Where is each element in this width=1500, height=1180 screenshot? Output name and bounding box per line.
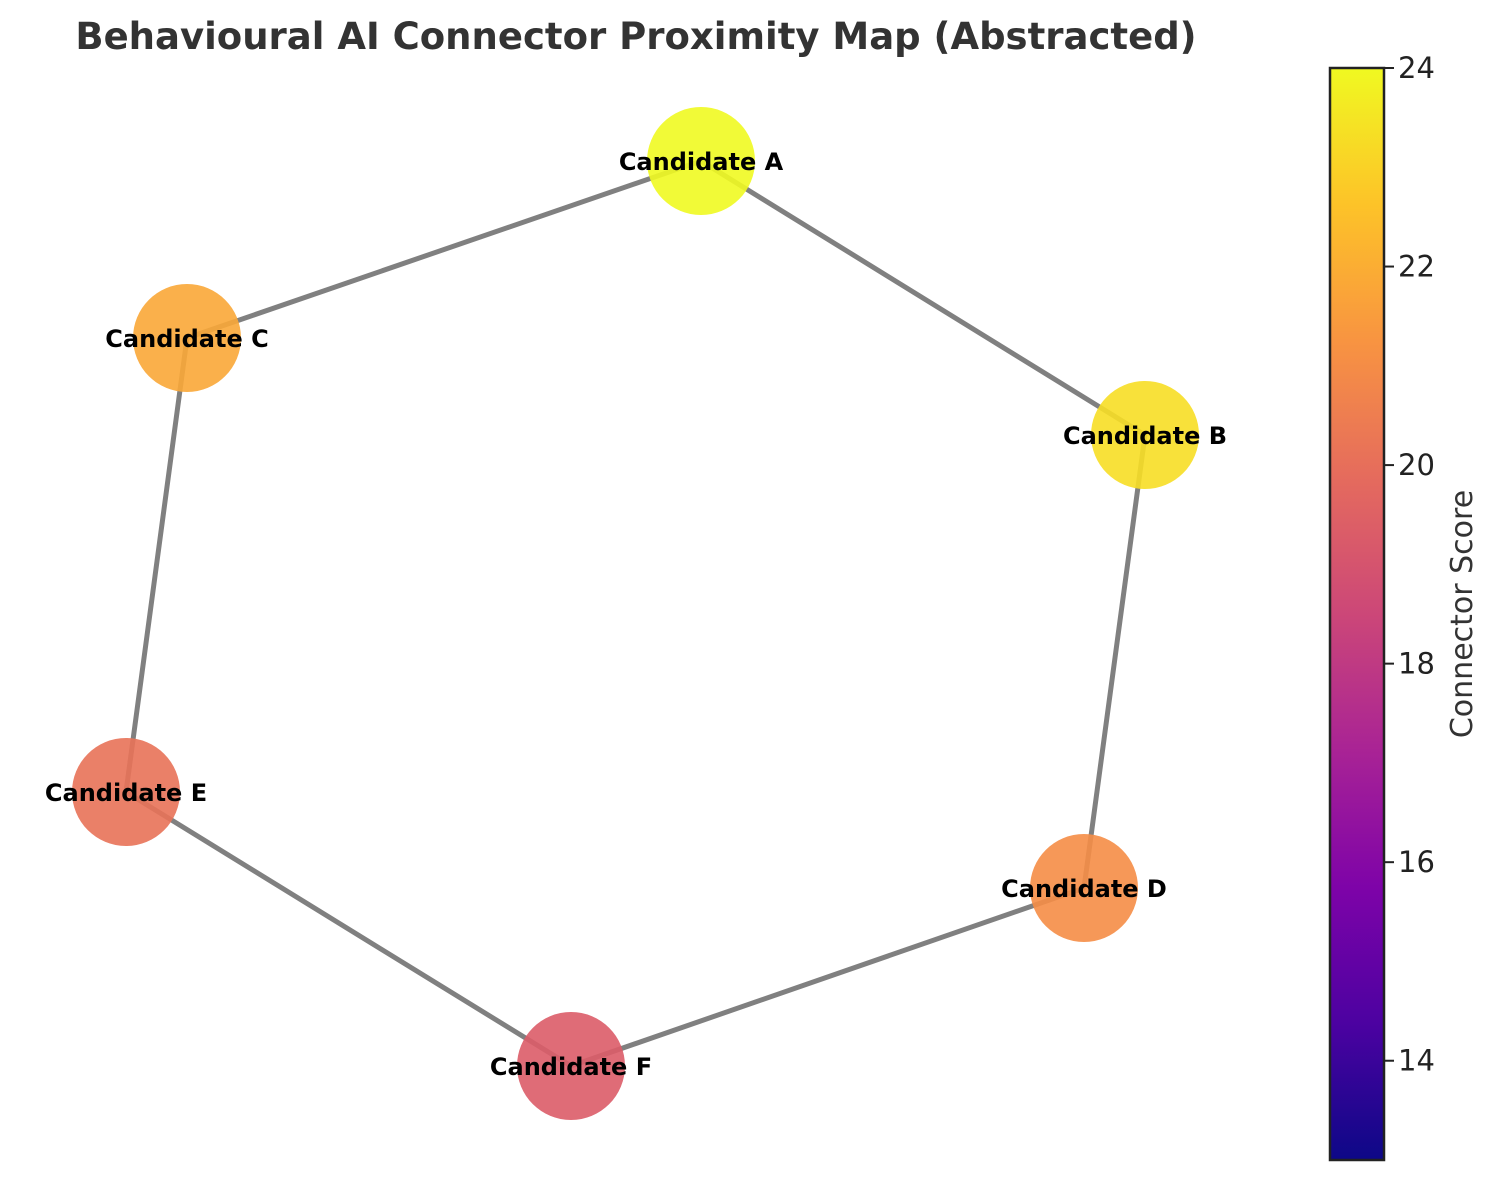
nodes-layer: Candidate A Candidate B Candidate C Candida… [45,107,1227,1120]
node-candidate-c: Candidate C [105,284,269,392]
node-candidate-e: Candidate E [45,738,207,846]
colorbar-tick-label: 22 [1398,250,1435,284]
edge-b-d [1081,432,1148,891]
colorbar-label: Connector Score [1445,490,1480,738]
edge-d-f [568,885,1087,1069]
colorbar: 14 16 18 20 22 24 Connector Score [1328,51,1480,1162]
node-circle [1091,381,1199,489]
edge-f-e [123,789,574,1069]
node-label: Candidate C [105,325,268,353]
node-circle [133,284,241,392]
colorbar-tick-label: 16 [1398,845,1435,879]
colorbar-tick-label: 18 [1398,647,1435,681]
node-label: Candidate E [45,779,207,807]
node-circle [647,107,755,215]
node-candidate-f: Candidate F [490,1012,652,1120]
node-circle [517,1012,625,1120]
node-circle [72,738,180,846]
edge-a-b [698,158,1148,438]
node-candidate-a: Candidate A [619,107,784,215]
colorbar-frame [1328,66,1386,1162]
chart-title: Behavioural AI Connector Proximity Map (… [75,15,1196,58]
node-circle [1030,834,1138,942]
node-label: Candidate D [1001,875,1167,903]
colorbar-tick-label: 20 [1398,448,1435,482]
edge-c-a [184,158,704,341]
colorbar-tick-label: 14 [1398,1044,1435,1078]
node-label: Candidate F [490,1053,652,1081]
node-candidate-d: Candidate D [1001,834,1167,942]
node-candidate-b: Candidate B [1063,381,1227,489]
node-label: Candidate A [619,148,784,176]
colorbar-tick-label: 24 [1398,51,1435,85]
edges-layer [123,158,1148,1069]
colorbar-gradient [1330,68,1384,1160]
colorbar-ticks: 14 16 18 20 22 24 [1384,51,1435,1078]
edge-e-c [123,335,190,795]
node-label: Candidate B [1063,422,1227,450]
